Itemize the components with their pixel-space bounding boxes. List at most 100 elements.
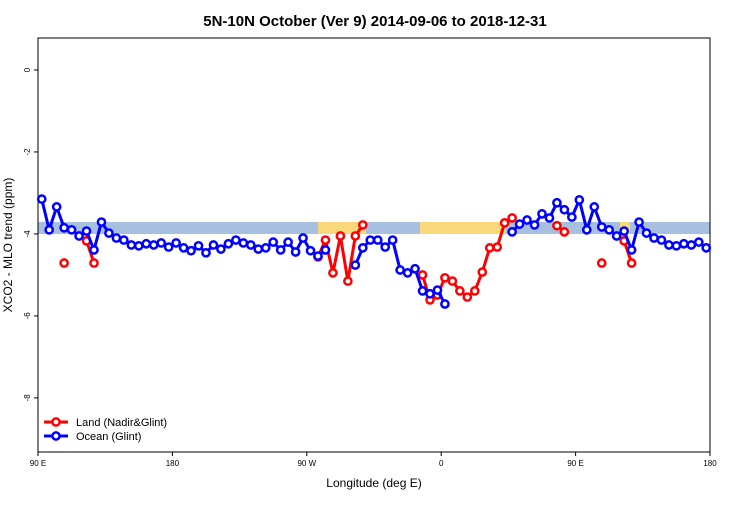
data-point <box>283 237 293 247</box>
data-point <box>447 276 458 286</box>
data-point <box>290 247 301 257</box>
data-point <box>477 267 488 277</box>
data-point <box>626 245 637 255</box>
data-point <box>611 231 622 241</box>
data-point <box>111 233 122 243</box>
data-point <box>216 244 226 254</box>
data-point <box>268 237 279 247</box>
data-point <box>507 227 517 237</box>
data-point <box>186 245 196 256</box>
data-point <box>604 224 615 235</box>
data-point <box>223 238 234 249</box>
data-point <box>679 238 689 249</box>
data-point <box>507 213 517 223</box>
data-point <box>320 235 331 245</box>
data-point <box>148 240 159 250</box>
land-patch <box>420 222 506 234</box>
data-point <box>260 243 271 253</box>
data-point <box>66 224 77 235</box>
data-point <box>350 260 361 270</box>
data-point <box>522 215 532 225</box>
data-point <box>193 240 204 251</box>
data-point <box>559 204 570 215</box>
data-point <box>208 240 219 250</box>
data-point <box>335 231 346 241</box>
data-point <box>372 235 383 245</box>
data-point <box>328 268 338 278</box>
data-point <box>484 243 495 253</box>
data-point <box>417 286 428 296</box>
data-point <box>462 292 473 302</box>
data-point <box>626 258 637 268</box>
data-point <box>596 258 607 268</box>
data-point <box>44 224 55 235</box>
data-point <box>133 240 144 251</box>
data-point <box>402 268 413 278</box>
data-point <box>51 202 62 212</box>
data-point <box>619 226 629 236</box>
data-point <box>440 299 450 309</box>
data-point <box>36 194 47 204</box>
data-point <box>567 212 577 222</box>
data-point <box>96 217 107 227</box>
data-point <box>469 286 480 296</box>
data-point <box>649 233 659 243</box>
data-point <box>440 272 450 283</box>
data-point <box>529 220 540 230</box>
data-point <box>320 245 331 255</box>
data-point <box>298 233 308 243</box>
data-point <box>686 240 697 250</box>
data-point <box>171 238 181 248</box>
x-tick-label: 0 <box>439 459 444 468</box>
chart-title: 5N-10N October (Ver 9) 2014-09-06 to 201… <box>203 13 547 30</box>
legend-label: Ocean (Glint) <box>76 431 141 443</box>
data-point <box>253 244 264 254</box>
data-point <box>455 286 465 296</box>
data-point <box>425 288 435 299</box>
data-point <box>544 213 555 223</box>
data-point <box>59 258 69 268</box>
data-point <box>343 276 353 286</box>
data-point <box>119 235 129 245</box>
x-tick-label: 90 W <box>297 459 316 468</box>
data-point <box>201 247 211 258</box>
x-axis-label: Longitude (deg E) <box>326 476 421 490</box>
data-point <box>634 217 644 227</box>
data-point <box>581 224 592 235</box>
data-point <box>589 202 600 212</box>
data-point <box>656 235 667 245</box>
data-point <box>380 242 391 252</box>
data-point <box>499 218 510 228</box>
data-point <box>59 222 69 233</box>
y-tick-label: -4 <box>23 230 32 238</box>
data-point <box>559 227 570 237</box>
data-point <box>178 243 189 253</box>
x-tick-label: 180 <box>166 459 180 468</box>
data-point <box>701 243 712 253</box>
data-point <box>432 285 443 295</box>
data-point <box>350 231 361 241</box>
data-point <box>514 219 525 229</box>
data-point <box>74 231 84 241</box>
data-point <box>365 235 376 245</box>
data-point <box>410 263 420 274</box>
data-point <box>275 245 286 255</box>
y-tick-label: 0 <box>23 67 32 72</box>
data-point <box>492 242 503 252</box>
data-point <box>596 222 607 232</box>
legend-marker <box>51 417 61 427</box>
y-axis-label: XCO2 - MLO trend (ppm) <box>1 178 15 313</box>
map-strip <box>38 222 710 234</box>
legend-label: Land (Nadir&Glint) <box>76 417 167 429</box>
data-point <box>693 237 704 247</box>
data-point <box>641 228 652 238</box>
y-tick-label: -6 <box>23 312 32 320</box>
y-tick-label: -8 <box>23 394 32 402</box>
data-point <box>89 245 99 255</box>
data-point <box>104 228 114 238</box>
ocean-strip <box>38 222 710 234</box>
data-point <box>245 240 256 250</box>
data-point <box>126 240 137 250</box>
x-tick-label: 90 E <box>30 459 46 468</box>
